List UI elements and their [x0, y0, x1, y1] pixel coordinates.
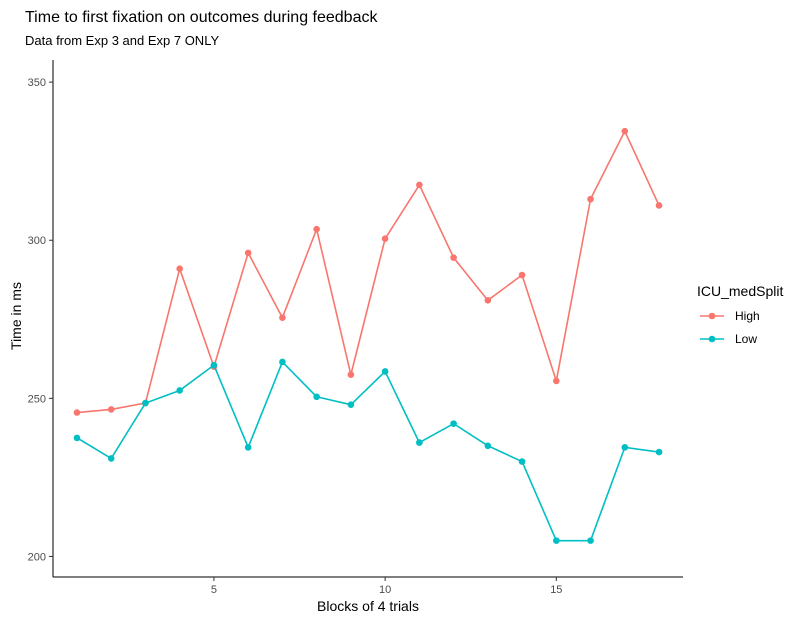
data-point-high	[176, 265, 183, 272]
data-point-high	[347, 371, 355, 378]
data-point-low	[279, 358, 286, 366]
chart-subtitle: Data from Exp 3 and Exp 7 ONLY	[25, 33, 219, 48]
data-point-low	[176, 387, 183, 394]
data-point-low	[142, 399, 149, 407]
data-point-high	[518, 271, 526, 279]
data-point-low	[587, 537, 594, 544]
data-point-low	[347, 401, 355, 408]
data-point-low	[450, 420, 457, 427]
legend-items: High Low	[700, 309, 760, 346]
data-point-low	[244, 444, 252, 451]
y-axis-title: Time in ms	[8, 282, 24, 350]
data-point-high	[279, 314, 286, 322]
data-point-high	[244, 249, 252, 257]
data-point-high	[107, 406, 115, 413]
x-tick-label: 15	[550, 584, 562, 596]
legend-title: ICU_medSplit	[697, 283, 783, 299]
data-point-low	[655, 448, 663, 456]
data-point-high	[450, 254, 457, 261]
data-point-high	[655, 202, 663, 209]
data-point-low	[210, 361, 218, 369]
y-tick-label: 250	[28, 393, 46, 405]
x-tick-label: 10	[379, 584, 391, 596]
series-line-high	[76, 130, 660, 414]
legend: ICU_medSplit High Low	[697, 283, 783, 346]
x-axis-title: Blocks of 4 trials	[317, 598, 419, 614]
data-point-low	[553, 537, 560, 544]
y-tick-label: 350	[28, 77, 46, 89]
data-point-high	[553, 377, 560, 385]
plot-area: 5 10 15 200 250 300 350	[28, 60, 683, 596]
data-point-low	[484, 442, 492, 450]
legend-label-high: High	[735, 309, 760, 323]
data-point-low	[518, 458, 526, 465]
data-point-low	[313, 393, 320, 401]
data-point-high	[587, 195, 594, 203]
legend-key-point-high	[708, 312, 716, 320]
data-point-low	[107, 455, 115, 462]
data-point-low	[621, 444, 629, 451]
data-point-low	[73, 434, 81, 442]
chart-title: Time to first fixation on outcomes durin…	[25, 9, 378, 26]
data-point-high	[621, 127, 629, 135]
y-tick-label: 300	[28, 235, 46, 247]
y-tick-label: 200	[28, 551, 46, 563]
data-point-high	[73, 409, 81, 416]
legend-label-low: Low	[735, 332, 757, 346]
data-point-high	[381, 235, 389, 242]
series-line-low	[76, 361, 660, 542]
data-point-high	[416, 181, 423, 189]
data-point-high	[313, 225, 320, 233]
x-tick-label: 5	[211, 584, 217, 596]
data-point-high	[484, 297, 492, 304]
data-point-low	[416, 439, 423, 446]
legend-key-point-low	[708, 335, 716, 343]
data-point-low	[381, 368, 389, 375]
